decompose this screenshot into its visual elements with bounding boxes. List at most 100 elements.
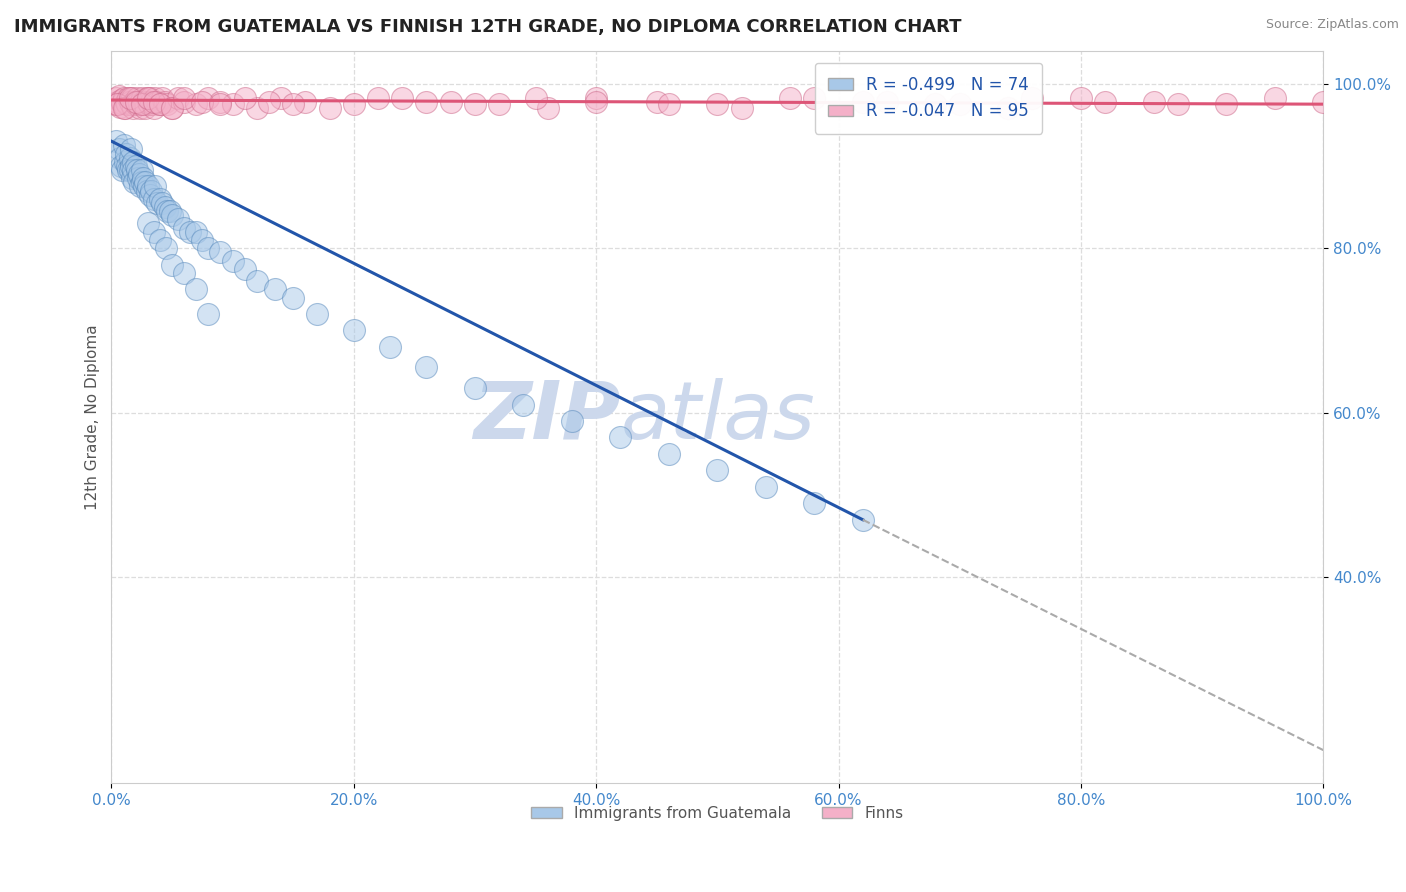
Point — [129, 101, 152, 115]
Point — [488, 97, 510, 112]
Point — [107, 95, 129, 109]
Point — [139, 187, 162, 202]
Point — [131, 163, 153, 178]
Point — [1167, 97, 1189, 112]
Point — [124, 95, 146, 109]
Point — [124, 95, 146, 109]
Text: IMMIGRANTS FROM GUATEMALA VS FINNISH 12TH GRADE, NO DIPLOMA CORRELATION CHART: IMMIGRANTS FROM GUATEMALA VS FINNISH 12T… — [14, 18, 962, 36]
Point — [114, 154, 136, 169]
Point — [440, 95, 463, 109]
Point — [107, 143, 129, 157]
Point — [1215, 97, 1237, 112]
Point — [142, 192, 165, 206]
Point — [173, 266, 195, 280]
Point — [122, 154, 145, 169]
Point — [160, 101, 183, 115]
Point — [343, 323, 366, 337]
Point — [283, 97, 305, 112]
Point — [803, 496, 825, 510]
Point — [156, 204, 179, 219]
Point — [561, 414, 583, 428]
Point — [105, 91, 128, 105]
Point — [730, 101, 752, 115]
Point — [367, 90, 389, 104]
Point — [118, 90, 141, 104]
Point — [127, 95, 149, 109]
Point — [197, 241, 219, 255]
Point — [852, 513, 875, 527]
Point — [1264, 91, 1286, 105]
Point — [142, 225, 165, 239]
Point — [173, 95, 195, 109]
Point — [105, 134, 128, 148]
Point — [197, 91, 219, 105]
Point — [136, 95, 159, 109]
Point — [270, 90, 292, 104]
Point — [150, 91, 173, 105]
Point — [136, 217, 159, 231]
Point — [142, 97, 165, 112]
Point — [415, 360, 437, 375]
Point — [131, 90, 153, 104]
Point — [110, 93, 132, 107]
Point — [112, 101, 135, 115]
Text: ZIP: ZIP — [472, 378, 620, 456]
Point — [107, 97, 129, 112]
Point — [121, 171, 143, 186]
Point — [115, 146, 138, 161]
Point — [134, 179, 156, 194]
Point — [464, 381, 486, 395]
Point — [852, 95, 875, 109]
Point — [149, 97, 172, 112]
Point — [318, 101, 340, 115]
Point — [132, 95, 155, 109]
Point — [160, 208, 183, 222]
Point — [464, 97, 486, 112]
Point — [128, 167, 150, 181]
Point — [143, 179, 166, 194]
Point — [1094, 95, 1116, 109]
Point — [127, 171, 149, 186]
Point — [191, 233, 214, 247]
Point — [149, 192, 172, 206]
Point — [124, 175, 146, 189]
Point — [114, 101, 136, 115]
Point — [118, 151, 141, 165]
Point — [997, 101, 1019, 115]
Point — [283, 291, 305, 305]
Point — [585, 95, 607, 109]
Point — [221, 253, 243, 268]
Point — [149, 97, 172, 112]
Point — [146, 195, 169, 210]
Point — [135, 90, 157, 104]
Point — [209, 97, 232, 112]
Point — [122, 163, 145, 178]
Point — [876, 95, 898, 109]
Point — [117, 163, 139, 178]
Point — [124, 159, 146, 173]
Point — [115, 159, 138, 173]
Point — [141, 95, 163, 109]
Point — [135, 184, 157, 198]
Point — [138, 97, 160, 112]
Point — [186, 282, 208, 296]
Point — [512, 397, 534, 411]
Point — [179, 225, 201, 239]
Point — [246, 101, 269, 115]
Point — [120, 159, 142, 173]
Point — [112, 90, 135, 104]
Point — [803, 90, 825, 104]
Point — [307, 307, 329, 321]
Point — [110, 159, 132, 173]
Point — [129, 179, 152, 194]
Point — [136, 179, 159, 194]
Point — [143, 90, 166, 104]
Point — [159, 204, 181, 219]
Point — [155, 241, 177, 255]
Point — [134, 175, 156, 189]
Point — [1312, 95, 1334, 109]
Point — [233, 91, 256, 105]
Point — [124, 97, 146, 112]
Point — [108, 151, 131, 165]
Point — [160, 101, 183, 115]
